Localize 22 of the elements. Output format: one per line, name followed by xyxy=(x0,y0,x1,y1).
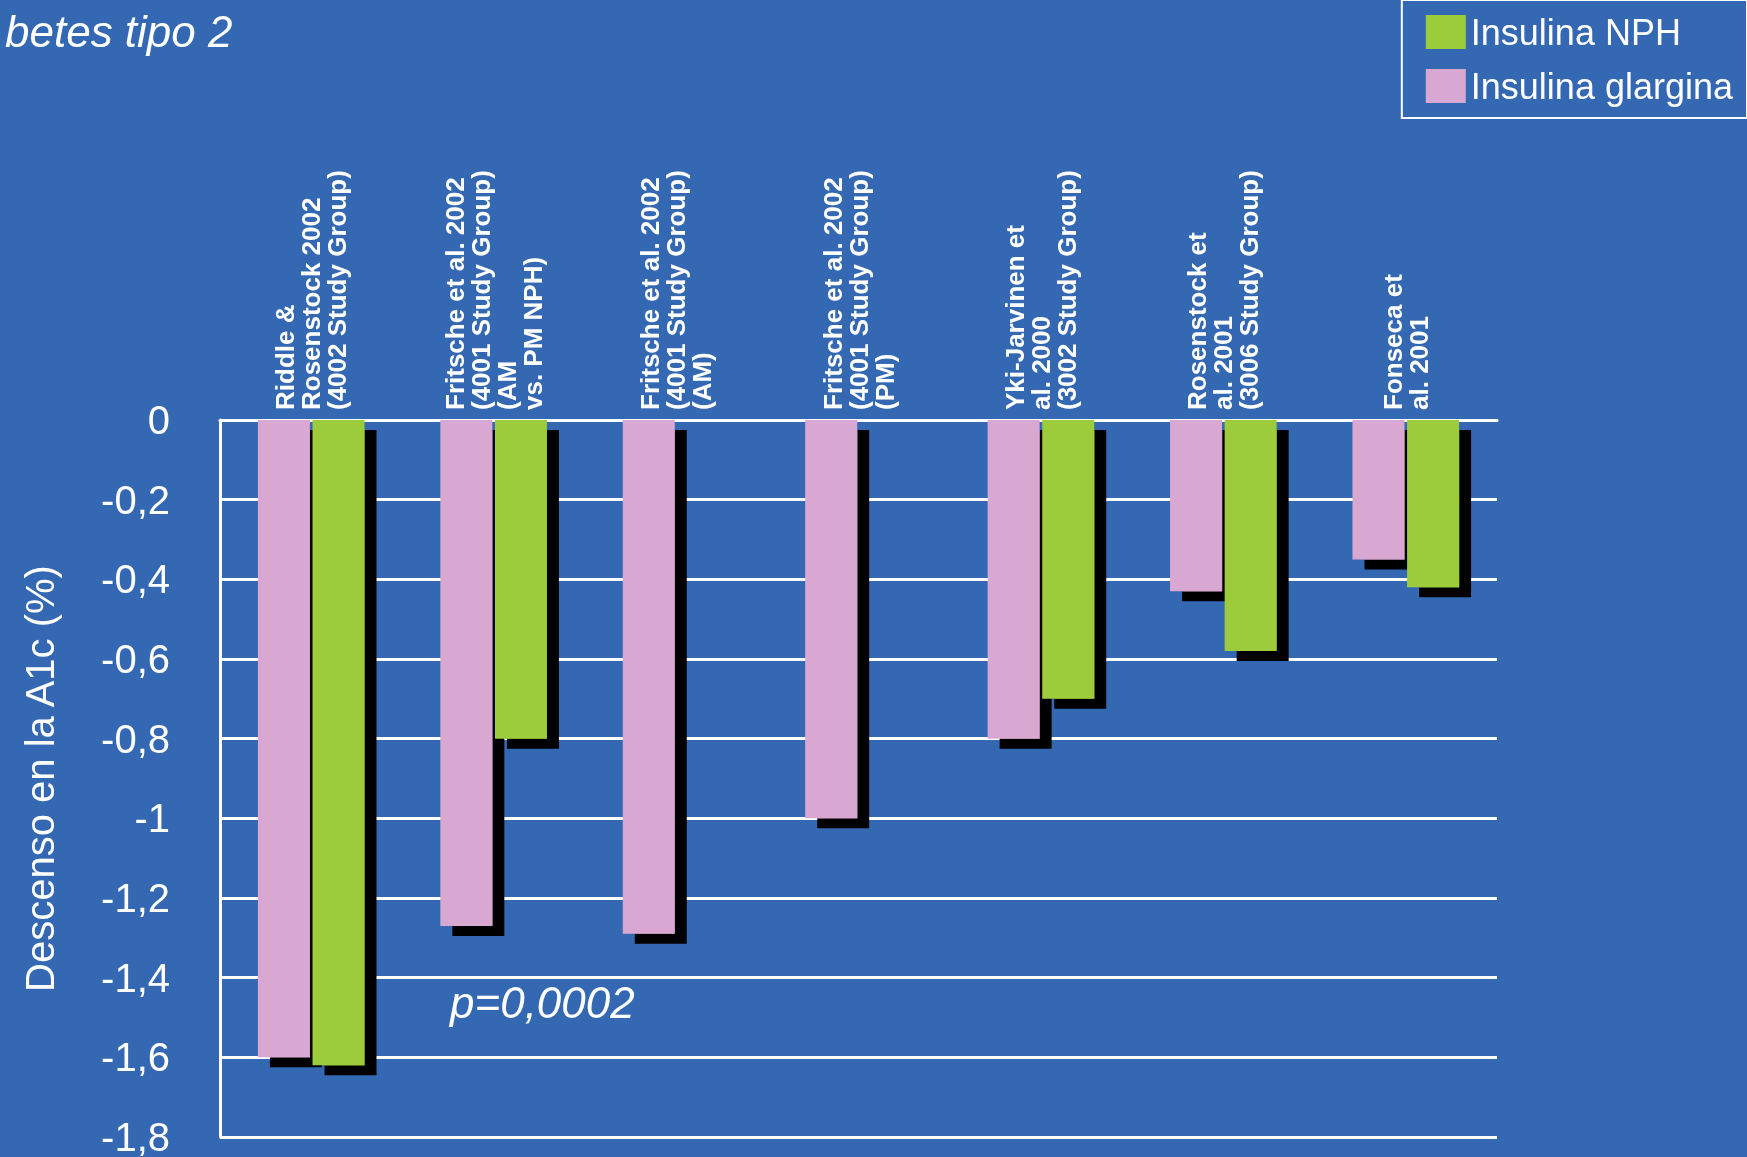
legend-label: Insulina NPH xyxy=(1470,11,1681,53)
chart-title: betes tipo 2 xyxy=(5,6,233,56)
y-tick-label: -0,2 xyxy=(101,477,170,522)
legend-label: Insulina glargina xyxy=(1470,65,1734,107)
y-axis-title: Descenso en la A1c (%) xyxy=(18,565,62,992)
y-tick-label: -0,8 xyxy=(101,716,170,761)
x-tick-label: Fritsche et al. 2002 (4001 Study Group) (AM vs. PM NPH) xyxy=(439,170,548,410)
annotation: p=0,0002 xyxy=(448,977,635,1027)
y-tick-label: -1,2 xyxy=(101,876,170,920)
x-tick-label: Riddle & Rosenstock 2002 (4002 Study Group) xyxy=(270,170,353,410)
x-tick-label: Rosenstock et al. 2001 (3006 Study Group) xyxy=(1182,170,1265,410)
x-tick-label: Fritsche et al. 2002 (4001 Study Group) (AM) xyxy=(635,170,718,410)
y-tick-label: -1,6 xyxy=(101,1035,170,1080)
y-tick-label: -1,8 xyxy=(101,1115,170,1157)
y-tick-label: -0,4 xyxy=(101,557,170,602)
x-tick-label: Fonseca et al. 2001 xyxy=(1377,273,1434,410)
y-tick-label: -1 xyxy=(134,796,170,841)
x-tick-label: Fritsche et al. 2002 (4001 Study Group) (PM) xyxy=(817,170,900,410)
y-tick-label: 0 xyxy=(147,398,170,442)
y-tick-label: -0,6 xyxy=(101,637,170,681)
x-tick-label: Yki-Jarvinen et al. 2000 (3002 Study Group) xyxy=(999,170,1082,410)
y-tick-label: -1,4 xyxy=(101,955,170,1000)
